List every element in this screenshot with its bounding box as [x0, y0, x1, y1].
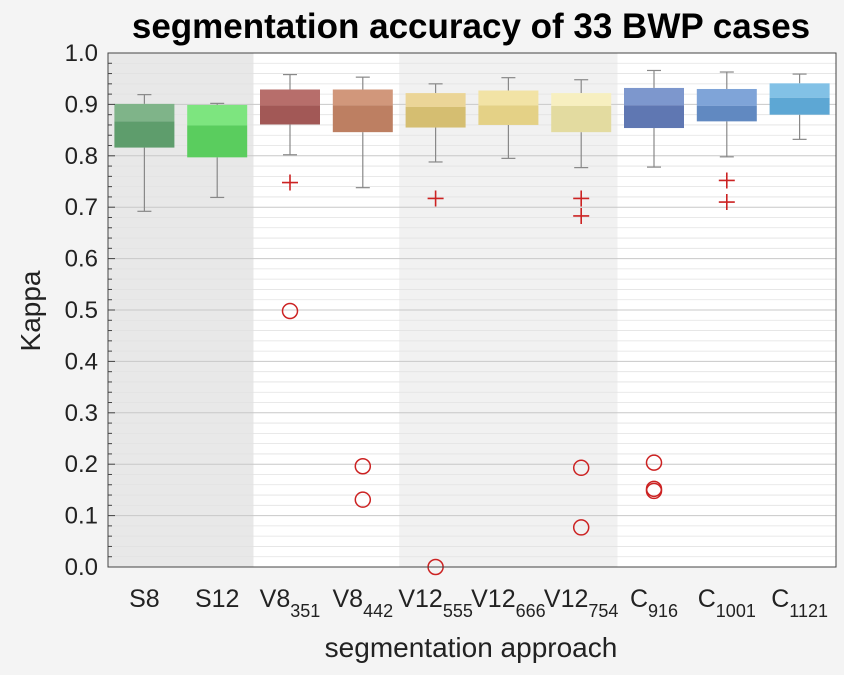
y-tick-label: 0.6	[65, 246, 98, 273]
y-tick-label: 0.8	[65, 143, 98, 170]
outlier-plus	[573, 190, 590, 207]
box-lower-half	[187, 125, 248, 158]
x-axis-label: segmentation approach	[325, 632, 618, 663]
x-tick-label: S8	[129, 585, 160, 613]
box-5	[405, 83, 466, 576]
x-tick-label: S12	[195, 585, 239, 613]
y-tick-label: 0.4	[65, 348, 98, 375]
x-tick-label-main: V12	[544, 585, 588, 613]
box-upper-half	[405, 93, 466, 107]
x-tick-label-main: V12	[471, 585, 515, 613]
y-tick-label: 0.1	[65, 503, 98, 530]
box-lower-half	[769, 97, 830, 115]
box-upper-half	[332, 89, 393, 106]
x-tick-label-main: C	[630, 585, 648, 613]
box-lower-half	[624, 105, 684, 129]
x-tick-label-main: V8	[332, 585, 363, 613]
outlier-plus	[718, 194, 735, 211]
x-tick-label-subscript: 754	[588, 601, 618, 621]
x-tick-label: C916	[630, 585, 678, 621]
box-2	[187, 102, 248, 199]
outlier-plus	[718, 172, 735, 189]
outlier-circle	[354, 491, 372, 508]
box-4	[332, 76, 393, 508]
x-tick-label-main: S8	[129, 585, 160, 613]
box-lower-half	[696, 105, 757, 122]
x-tick-label-main: V8	[260, 585, 291, 613]
outlier-plus	[427, 190, 444, 207]
box-9	[696, 71, 757, 211]
box-upper-half	[551, 93, 612, 106]
outlier-plus	[573, 207, 590, 224]
x-tick-label: V12666	[471, 585, 546, 621]
outlier-circle	[645, 482, 663, 500]
box-1	[114, 94, 175, 212]
x-tick-label-subscript: 666	[516, 601, 546, 621]
x-tick-label-subscript: 1001	[716, 601, 756, 621]
box-lower-half	[478, 105, 539, 125]
y-tick-label: 0.9	[65, 91, 98, 118]
outlier-circle	[572, 459, 590, 477]
box-8	[624, 69, 684, 500]
grid-lines	[108, 52, 836, 568]
box-lower-half	[332, 105, 393, 133]
box-upper-half	[769, 83, 830, 98]
chart-title: segmentation accuracy of 33 BWP cases	[132, 7, 810, 46]
y-tick-label: 0.3	[65, 400, 98, 427]
y-tick-label: 0.0	[65, 554, 98, 581]
outlier-circle	[572, 519, 590, 536]
box-lower-half	[551, 105, 612, 133]
y-tick-label: 0.2	[65, 451, 98, 478]
outlier-plus	[282, 174, 298, 191]
x-tick-label-subscript: 442	[363, 601, 393, 621]
x-tick-label-subscript: 916	[648, 601, 678, 621]
box-lower-half	[260, 105, 320, 125]
x-tick-label: C1121	[771, 585, 828, 621]
x-tick-label: V12555	[398, 585, 473, 621]
box-10	[769, 73, 830, 140]
x-tick-label: V8442	[332, 585, 393, 621]
box-upper-half	[260, 89, 320, 106]
x-tick-label-subscript: 555	[443, 601, 473, 621]
y-tick-label: 0.7	[65, 194, 98, 221]
x-tick-label: V12754	[544, 585, 619, 621]
x-tick-label-main: V12	[398, 585, 442, 613]
x-tick-label-main: S12	[195, 585, 239, 613]
y-tick-label: 0.5	[65, 297, 98, 324]
x-tick-label: V8351	[260, 585, 321, 621]
box-3	[260, 73, 320, 320]
x-tick-label-subscript: 351	[290, 601, 320, 621]
box-lower-half	[114, 121, 175, 148]
box-upper-half	[624, 87, 684, 106]
outlier-circle	[281, 302, 299, 320]
x-tick-label-subscript: 1121	[789, 601, 828, 621]
x-tick-label-main: C	[698, 585, 716, 613]
outlier-circle	[354, 458, 372, 475]
box-upper-half	[187, 104, 248, 126]
x-tick-label: C1001	[698, 585, 756, 621]
box-upper-half	[696, 88, 757, 106]
box-7	[551, 79, 612, 536]
y-axis-label: Kappa	[15, 270, 46, 351]
outlier-circle	[645, 454, 663, 471]
box-upper-half	[114, 103, 175, 122]
box-6	[478, 77, 539, 159]
axes: 0.0 0.1 0.2 0.3 0.4 0.5 0.6 0.7 0.8 0.9 1.0 S8 S12 V8…	[65, 40, 837, 621]
box-lower-half	[405, 106, 466, 128]
y-tick-label: 1.0	[65, 40, 98, 67]
x-tick-label-main: C	[771, 585, 789, 613]
box-upper-half	[478, 90, 539, 106]
